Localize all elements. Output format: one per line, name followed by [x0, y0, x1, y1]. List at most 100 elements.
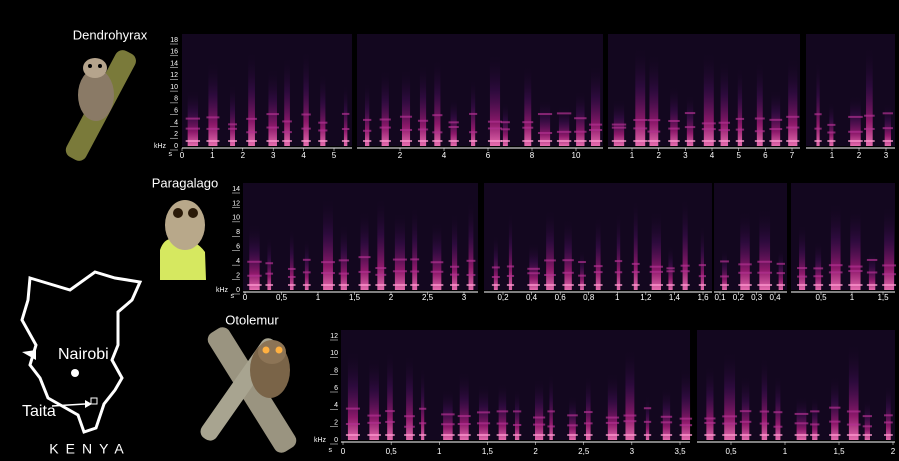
harmonic [567, 414, 578, 416]
spectrogram: 0,10,20,30,4 [714, 183, 787, 302]
site-label: Taita [22, 403, 56, 420]
y-tick-label: 0 [174, 143, 178, 150]
harmonic [738, 272, 751, 274]
harmonic [769, 128, 782, 130]
harmonic [393, 259, 407, 261]
harmonic [633, 119, 647, 121]
call-energy [529, 242, 538, 290]
harmonic [720, 260, 729, 262]
call-energy [433, 221, 442, 290]
harmonic [342, 128, 349, 130]
call-energy [721, 59, 728, 146]
harmonic [719, 122, 730, 124]
x-tick-label: 3 [630, 447, 635, 456]
harmonic [450, 274, 459, 276]
harmonic [467, 274, 476, 276]
harmonic [612, 124, 626, 126]
harmonic [380, 119, 391, 121]
spectrogram-bg [791, 183, 895, 290]
harmonic [704, 417, 715, 419]
harmonic [228, 128, 237, 130]
harmonic [769, 140, 782, 142]
harmonic [813, 267, 823, 269]
y-tick-label: 4 [236, 258, 240, 265]
x-tick-label: 2,5 [578, 447, 590, 456]
harmonic [301, 128, 310, 130]
harmonic [458, 434, 471, 436]
y-tick-label: 8 [334, 368, 338, 375]
harmonic [488, 127, 502, 129]
harmonic [699, 284, 706, 286]
x-tick-label: 4 [301, 151, 306, 160]
harmonic [562, 284, 573, 286]
call-energy [382, 69, 389, 146]
harmonic [375, 274, 386, 276]
harmonic [666, 270, 674, 272]
x-tick-label: 3 [462, 293, 467, 302]
harmonic [864, 128, 875, 130]
harmonic [863, 415, 872, 417]
harmonic [848, 270, 862, 272]
harmonic [321, 284, 335, 286]
harmonic [492, 266, 500, 268]
harmonic [419, 408, 426, 410]
harmonic [578, 275, 586, 277]
harmonic [246, 131, 257, 133]
harmonic [615, 284, 622, 286]
harmonic [557, 112, 571, 114]
harmonic [666, 267, 674, 269]
call-energy [722, 249, 727, 290]
harmonic [777, 263, 785, 265]
y-tick-label: 2 [236, 272, 240, 279]
harmonic [574, 140, 586, 142]
harmonic [367, 415, 381, 417]
harmonic [644, 434, 651, 436]
spectrogram: 012345 [180, 34, 352, 160]
harmonic [615, 271, 622, 273]
species-name: Otolemur [225, 312, 279, 327]
x-tick-label: 0,5 [276, 293, 288, 302]
harmonic [574, 131, 586, 133]
call-energy [249, 223, 259, 290]
harmonic [760, 411, 769, 413]
y-tick-label: 14 [232, 186, 240, 193]
harmonic [400, 140, 412, 142]
call-energy [683, 197, 688, 290]
harmonic [606, 434, 619, 436]
city-label: Nairobi [58, 346, 109, 363]
harmonic [507, 265, 514, 267]
call-energy [759, 207, 770, 290]
harmonic [661, 416, 672, 418]
call-energy [559, 106, 569, 146]
x-tick-label: 0,2 [497, 293, 509, 302]
harmonic [680, 424, 692, 426]
harmonic [418, 120, 428, 122]
harmonic [647, 140, 660, 142]
harmonic [848, 140, 863, 142]
harmonic [431, 284, 444, 286]
x-tick-label: 0,3 [751, 293, 763, 302]
x-tick-label: 0,5 [725, 447, 737, 456]
call-energy [395, 211, 405, 290]
call-energy [515, 389, 519, 440]
harmonic [847, 424, 861, 426]
harmonic [303, 271, 311, 273]
spectrogram: 0,511,52 [697, 330, 896, 456]
call-energy [344, 84, 347, 146]
harmonic [418, 128, 428, 130]
call-energy [812, 397, 817, 440]
harmonic [533, 424, 545, 426]
harmonic [722, 415, 737, 417]
harmonic [363, 130, 371, 132]
call-energy [652, 210, 661, 290]
harmonic [358, 256, 370, 258]
harmonic [632, 271, 640, 273]
harmonic [584, 411, 593, 413]
harmonic [488, 140, 502, 142]
y-tick-label: 6 [334, 385, 338, 392]
harmonic [848, 131, 863, 133]
harmonic [702, 140, 716, 142]
y-tick-label: 8 [236, 229, 240, 236]
harmonic [544, 259, 556, 261]
harmonic [623, 420, 636, 422]
